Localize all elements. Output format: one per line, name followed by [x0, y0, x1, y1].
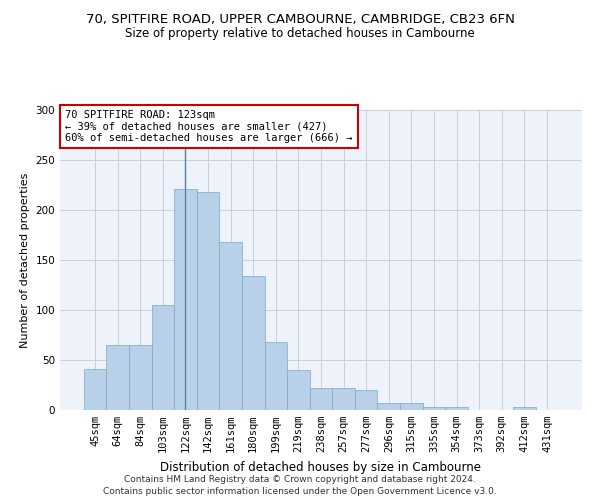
Bar — [310, 388, 332, 410]
Text: Contains HM Land Registry data © Crown copyright and database right 2024.
Contai: Contains HM Land Registry data © Crown c… — [103, 475, 497, 496]
X-axis label: Distribution of detached houses by size in Cambourne: Distribution of detached houses by size … — [161, 460, 482, 473]
Text: 70, SPITFIRE ROAD, UPPER CAMBOURNE, CAMBRIDGE, CB23 6FN: 70, SPITFIRE ROAD, UPPER CAMBOURNE, CAMB… — [86, 12, 514, 26]
Bar — [152, 305, 174, 410]
Y-axis label: Number of detached properties: Number of detached properties — [20, 172, 30, 348]
Bar — [377, 403, 400, 410]
Bar — [242, 276, 265, 410]
Bar — [332, 388, 355, 410]
Bar — [84, 369, 106, 410]
Bar — [174, 189, 197, 410]
Bar — [220, 242, 242, 410]
Bar — [422, 407, 445, 410]
Text: 70 SPITFIRE ROAD: 123sqm
← 39% of detached houses are smaller (427)
60% of semi-: 70 SPITFIRE ROAD: 123sqm ← 39% of detach… — [65, 110, 353, 143]
Bar — [445, 407, 468, 410]
Bar — [287, 370, 310, 410]
Bar — [355, 390, 377, 410]
Text: Size of property relative to detached houses in Cambourne: Size of property relative to detached ho… — [125, 28, 475, 40]
Bar — [513, 407, 536, 410]
Bar — [400, 403, 422, 410]
Bar — [106, 345, 129, 410]
Bar — [129, 345, 152, 410]
Bar — [197, 192, 220, 410]
Bar — [265, 342, 287, 410]
